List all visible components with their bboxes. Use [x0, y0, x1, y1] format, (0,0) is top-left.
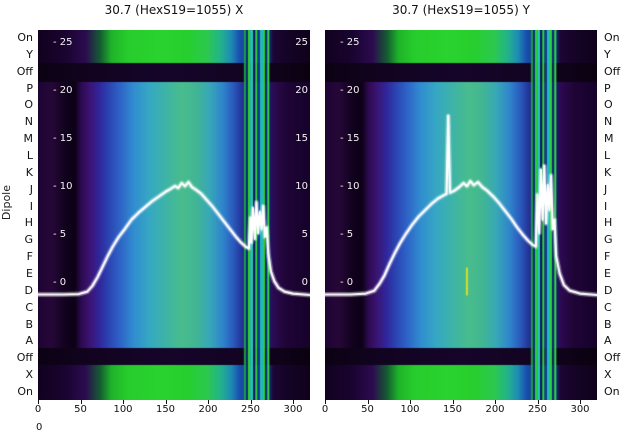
row-label-left: D: [24, 283, 33, 297]
row-label-left: G: [24, 233, 33, 247]
row-label-left: L: [26, 148, 33, 162]
y-tick-label: - 10: [53, 180, 73, 192]
x-tick-label: 250: [240, 404, 261, 415]
x-tick-mark: [495, 400, 496, 404]
x-tick-label: 100: [113, 404, 133, 415]
x-tick-mark: [367, 400, 369, 404]
x-tick-mark: [293, 400, 294, 404]
x-tick-mark: [537, 400, 539, 404]
x-tick-label: 300: [283, 404, 303, 415]
y-tick-label-right: 5: [301, 228, 308, 240]
y-tick-label: - 10: [340, 180, 360, 192]
panel-title-y: 30.7 (HexS19=1055) Y: [392, 3, 530, 17]
row-label-right: J: [604, 182, 608, 196]
y-tick-label-right: 25: [295, 36, 308, 48]
x-tick-label: 0: [34, 404, 42, 415]
corner-tick-label: 0: [36, 422, 43, 433]
x-tick-mark: [250, 400, 252, 404]
x-tick-label: 150: [442, 404, 463, 415]
row-label-left: E: [26, 266, 33, 280]
row-label-left: C: [25, 300, 33, 314]
row-label-left: X: [25, 368, 33, 382]
row-label-left: Y: [26, 47, 33, 61]
y-tick-label: - 0: [340, 276, 354, 288]
row-label-right: M: [604, 132, 614, 146]
y-tick-label-right: 20: [295, 84, 308, 96]
row-label-right: On: [604, 31, 620, 44]
row-label-right: Off: [604, 351, 621, 365]
row-label-left: B: [25, 317, 33, 331]
row-label-left: On: [17, 384, 33, 398]
row-label-right: I: [604, 199, 608, 213]
x-tick-label: 50: [74, 404, 87, 415]
x-tick-label: 100: [400, 404, 420, 415]
x-tick-label: 50: [361, 404, 374, 415]
row-label-left: M: [23, 132, 34, 146]
x-tick-label: 250: [527, 404, 548, 415]
row-label-right: O: [604, 98, 613, 112]
x-tick-mark: [208, 400, 209, 404]
row-label-right: C: [604, 300, 612, 314]
row-label-left: Off: [16, 351, 33, 365]
x-tick-mark: [165, 400, 167, 404]
row-label-right: B: [604, 317, 612, 331]
y-tick-label: - 15: [53, 132, 73, 144]
panel-title-x: 30.7 (HexS19=1055) X: [104, 3, 244, 17]
row-label-right: H: [604, 216, 613, 230]
x-tick-label: 150: [155, 404, 176, 415]
x-tick-mark: [452, 400, 454, 404]
row-label-left: A: [25, 334, 33, 348]
x-tick-mark: [580, 400, 581, 404]
row-label-right: A: [604, 334, 612, 348]
y-tick-label: - 20: [340, 84, 360, 96]
y-tick-label-right: 15: [295, 132, 308, 144]
row-label-right: G: [604, 233, 613, 247]
heatmap-panel-y: [325, 30, 597, 400]
row-label-right: Y: [604, 47, 611, 61]
x-tick-mark: [80, 400, 82, 404]
row-label-right: E: [604, 266, 611, 280]
row-label-left: Off: [16, 64, 33, 78]
row-label-left: P: [26, 81, 33, 95]
row-label-right: Off: [604, 64, 621, 78]
y-tick-label-right: 10: [295, 180, 308, 192]
heatmap-panel-x: [38, 30, 310, 400]
row-label-left: H: [24, 216, 33, 230]
row-label-right: K: [604, 165, 612, 179]
row-label-right: L: [604, 148, 611, 162]
row-label-left: On: [17, 31, 33, 44]
y-tick-label-right: 0: [301, 276, 308, 288]
y-tick-label: - 15: [340, 132, 360, 144]
row-label-left: O: [24, 98, 33, 112]
row-label-right: On: [604, 384, 620, 398]
y-tick-label: - 5: [340, 228, 354, 240]
row-label-left: J: [29, 182, 33, 196]
row-label-right: D: [604, 283, 613, 297]
y-tick-label: - 0: [53, 276, 67, 288]
x-tick-mark: [410, 400, 411, 404]
x-tick-label: 200: [485, 404, 505, 415]
y-tick-label: - 5: [53, 228, 67, 240]
x-tick-label: 300: [570, 404, 590, 415]
row-label-left: N: [24, 115, 33, 129]
x-tick-mark: [325, 400, 326, 404]
row-label-right: F: [604, 250, 611, 264]
y-tick-label: - 20: [53, 84, 73, 96]
row-label-right: P: [604, 81, 611, 95]
row-label-left: I: [29, 199, 33, 213]
x-tick-label: 0: [321, 404, 329, 415]
row-label-right: X: [604, 368, 612, 382]
y-tick-label: - 25: [340, 36, 360, 48]
x-tick-label: 200: [198, 404, 218, 415]
x-tick-mark: [123, 400, 124, 404]
row-label-right: N: [604, 115, 613, 129]
y-tick-label: - 25: [53, 36, 73, 48]
row-label-left: K: [25, 165, 33, 179]
x-tick-mark: [38, 400, 39, 404]
row-label-left: F: [26, 250, 33, 264]
